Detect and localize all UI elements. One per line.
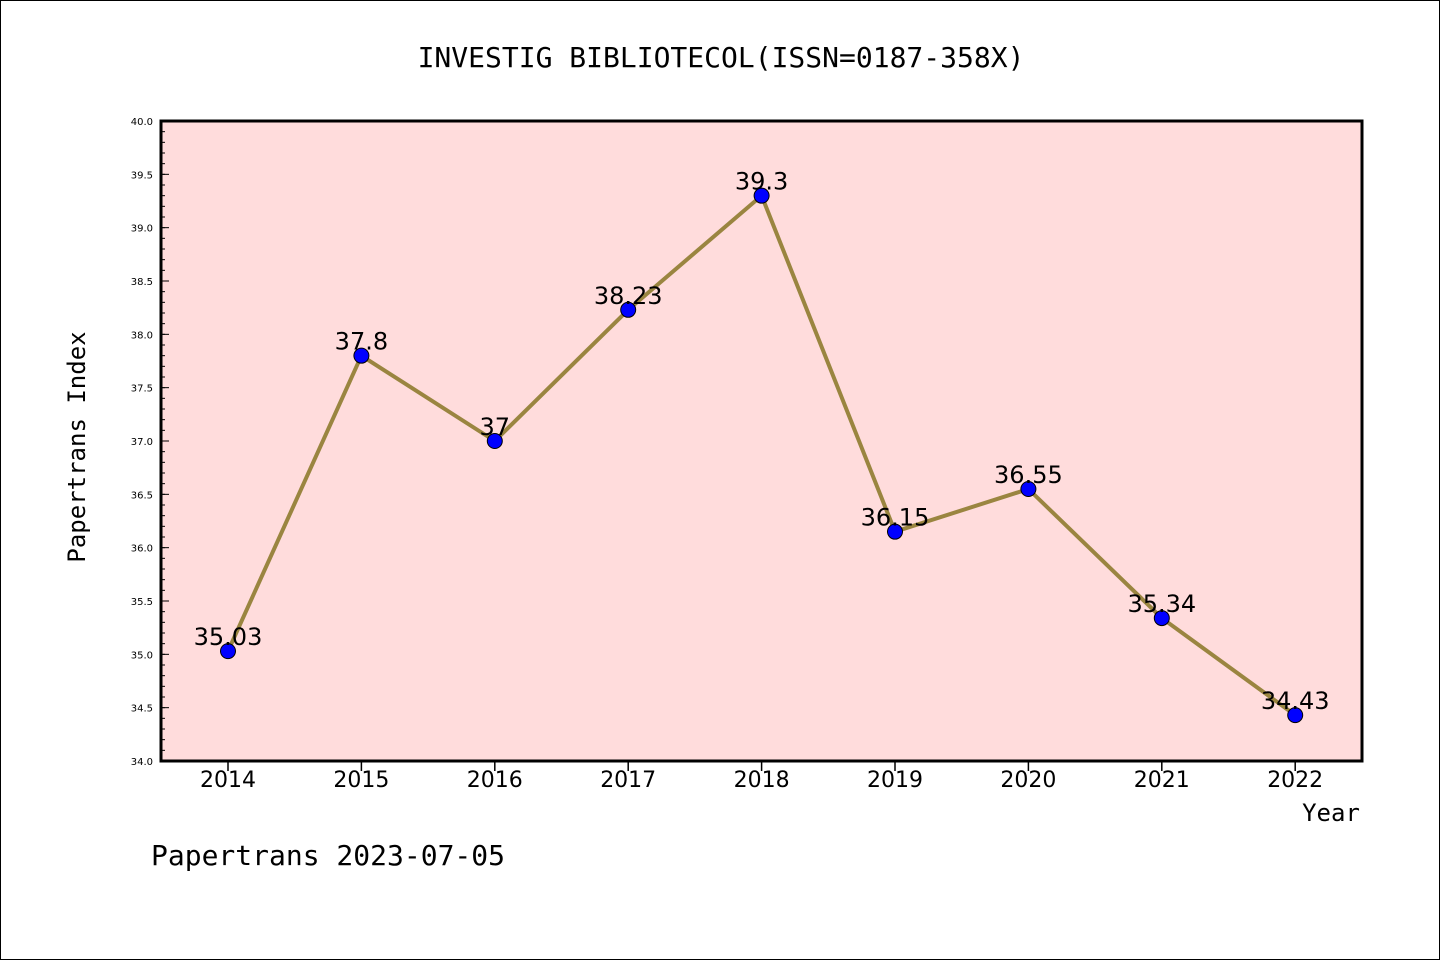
y-tick-label: 35.5 xyxy=(131,597,153,608)
y-tick-label: 36.0 xyxy=(131,544,153,555)
y-axis-ticks: 34.0 34.5 35.0 35.5 36.0 36.5 37.0 37.5 38.0 38.5… xyxy=(131,117,169,768)
data-label: 35.34 xyxy=(1127,590,1196,618)
plot-border xyxy=(159,119,1364,763)
data-label: 35.03 xyxy=(194,623,263,651)
y-tick-label: 39.0 xyxy=(131,224,153,235)
x-tick-label: 2017 xyxy=(600,768,656,793)
data-label: 36.15 xyxy=(861,504,930,532)
data-point xyxy=(353,347,370,364)
data-label: 36.55 xyxy=(994,461,1063,489)
data-point xyxy=(887,523,903,540)
data-point xyxy=(486,433,503,449)
y-tick-label: 34.5 xyxy=(131,704,153,715)
y-tick-label: 39.5 xyxy=(131,170,153,181)
x-tick-label: 2021 xyxy=(1134,768,1190,793)
y-tick-label: 34.0 xyxy=(131,757,153,768)
y-tick-label: 37.5 xyxy=(131,384,153,395)
y-tick-label: 37.0 xyxy=(131,437,153,448)
x-tick-label: 2018 xyxy=(734,768,790,793)
data-points xyxy=(220,187,1304,724)
data-label: 38.23 xyxy=(594,282,663,310)
footer-text: Papertrans 2023-07-05 xyxy=(151,839,505,872)
data-point xyxy=(753,187,770,204)
x-tick-label: 2015 xyxy=(333,768,389,793)
x-tick-label: 2020 xyxy=(1000,768,1056,793)
plot-area xyxy=(161,121,1362,761)
data-label: 34.43 xyxy=(1261,687,1330,715)
x-axis-ticks: 2014 2015 2016 2017 2018 2019 2020 2021 2022 xyxy=(200,761,1323,793)
data-point xyxy=(220,643,236,660)
data-label: 37.8 xyxy=(335,328,388,356)
data-label: 39.3 xyxy=(735,168,788,196)
data-labels: 35.03 37.8 37 38.23 39.3 36.15 36.55 35.34 34.43 xyxy=(194,168,1330,715)
x-tick-label: 2016 xyxy=(467,768,523,793)
y-tick-label: 35.0 xyxy=(131,650,153,661)
x-tick-label: 2014 xyxy=(200,768,256,793)
data-point xyxy=(1153,610,1170,627)
chart-title: INVESTIG BIBLIOTECOL(ISSN=0187-358X) xyxy=(418,41,1025,74)
x-tick-label: 2022 xyxy=(1267,768,1323,793)
y-tick-label: 38.5 xyxy=(131,277,153,288)
data-point xyxy=(1020,481,1037,497)
data-point xyxy=(1287,707,1304,724)
x-tick-label: 2019 xyxy=(867,768,923,793)
data-label: 37 xyxy=(480,413,511,441)
y-tick-label: 38.0 xyxy=(131,330,153,341)
data-point xyxy=(620,301,637,318)
y-axis-label: Papertrans Index xyxy=(63,331,91,562)
y-tick-label: 40.0 xyxy=(131,117,153,128)
x-axis-label: Year xyxy=(1302,799,1360,827)
y-tick-label: 36.5 xyxy=(131,490,153,501)
